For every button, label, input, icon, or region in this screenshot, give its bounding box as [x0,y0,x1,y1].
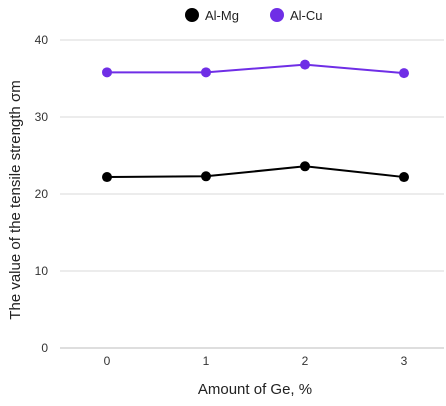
series-line-al-cu [107,63,405,75]
gridlines [60,39,444,349]
legend-item-al-cu[interactable]: Al-Cu [270,8,323,23]
y-tick-label-40: 40 [35,33,49,47]
data-point-al-cu-1[interactable] [201,67,211,78]
data-point-al-cu-2[interactable] [300,59,310,70]
series-lines [102,59,409,183]
x-tick-label-3: 3 [401,354,408,368]
x-tick-labels: 0 1 2 3 [104,354,408,368]
legend-label-al-mg: Al-Mg [205,8,239,23]
x-tick-label-2: 2 [302,354,309,368]
x-axis-title: Amount of Ge, % [198,381,312,398]
x-tick-label-0: 0 [104,354,111,368]
series-al-mg [102,161,409,183]
y-tick-label-30: 30 [35,110,49,124]
series-al-cu [102,59,409,79]
legend-marker-al-cu [270,8,284,22]
y-tick-label-20: 20 [35,187,49,201]
legend-item-al-mg[interactable]: Al-Mg [185,8,239,23]
data-point-al-mg-0[interactable] [102,172,112,183]
data-point-al-mg-1[interactable] [201,171,211,182]
y-tick-labels: 0 10 20 30 40 [35,33,49,355]
legend-marker-al-mg [185,8,199,22]
legend: Al-Mg Al-Cu [185,8,323,23]
series-line-al-mg [106,165,405,179]
x-tick-label-1: 1 [203,354,210,368]
y-tick-label-10: 10 [35,264,49,278]
data-point-al-cu-0[interactable] [102,67,112,78]
y-tick-label-0: 0 [41,341,48,355]
y-axis-title: The value of the tensile strength σm [7,80,24,319]
data-point-al-mg-3[interactable] [399,172,409,183]
data-point-al-cu-3[interactable] [399,68,409,79]
data-point-al-mg-2[interactable] [300,161,310,172]
legend-label-al-cu: Al-Cu [290,8,323,23]
